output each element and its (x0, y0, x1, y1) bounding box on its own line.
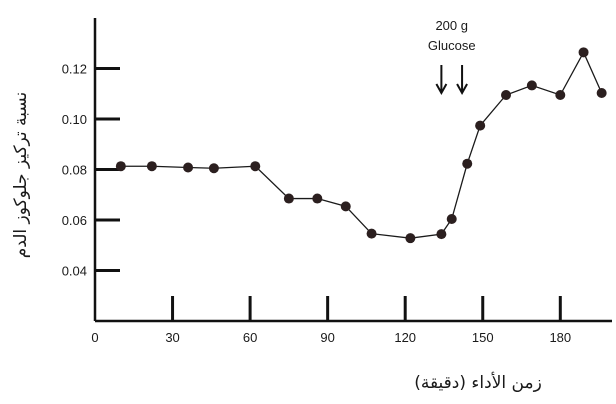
axes (93, 18, 612, 323)
data-point (146, 161, 157, 172)
x-tick-label: 90 (320, 330, 334, 345)
data-point (501, 90, 512, 101)
data-point (366, 228, 377, 239)
y-tick-label: 0.12 (62, 62, 87, 77)
x-tick-label: 0 (91, 330, 98, 345)
data-point (526, 80, 537, 91)
x-axis-title: زمن الأداء (دقيقة) (414, 372, 542, 393)
data-point (596, 87, 607, 98)
y-tick-label: 0.08 (62, 163, 87, 178)
series-line (120, 50, 603, 239)
data-point (340, 201, 351, 212)
x-tick-label: 150 (472, 330, 494, 345)
y-tick-label: 0.10 (62, 112, 87, 127)
x-tick-label: 120 (394, 330, 416, 345)
data-point (208, 163, 219, 174)
x-tick-label: 180 (549, 330, 571, 345)
y-ticks: 0.04 0.06 0.08 0.10 0.12 (62, 62, 120, 279)
y-axis-title: نسبة تركيز جلوكوز الدم (11, 92, 31, 258)
data-point (436, 229, 447, 240)
down-arrow-icon (435, 65, 448, 96)
y-tick-label: 0.06 (62, 213, 87, 228)
data-point (183, 162, 194, 173)
x-tick-label: 60 (243, 330, 257, 345)
series-layer (115, 47, 607, 244)
data-point (405, 233, 416, 244)
x-ticks: 0 30 60 90 120 150 180 (91, 296, 571, 345)
y-tick-label: 0.04 (62, 264, 87, 279)
annotation-amount: 200 g (435, 18, 468, 33)
data-point (446, 213, 457, 224)
x-tick-label: 30 (165, 330, 179, 345)
data-point (312, 193, 323, 204)
down-arrow-icon (456, 65, 468, 96)
data-point (283, 193, 294, 204)
data-point (250, 161, 261, 172)
annotation-substance: Glucose (428, 38, 476, 53)
data-point (462, 158, 473, 169)
data-point (578, 47, 589, 58)
data-point (555, 90, 566, 101)
glucose-annotation: 200 g Glucose (428, 18, 476, 96)
data-point (115, 161, 126, 172)
data-point (475, 120, 486, 131)
